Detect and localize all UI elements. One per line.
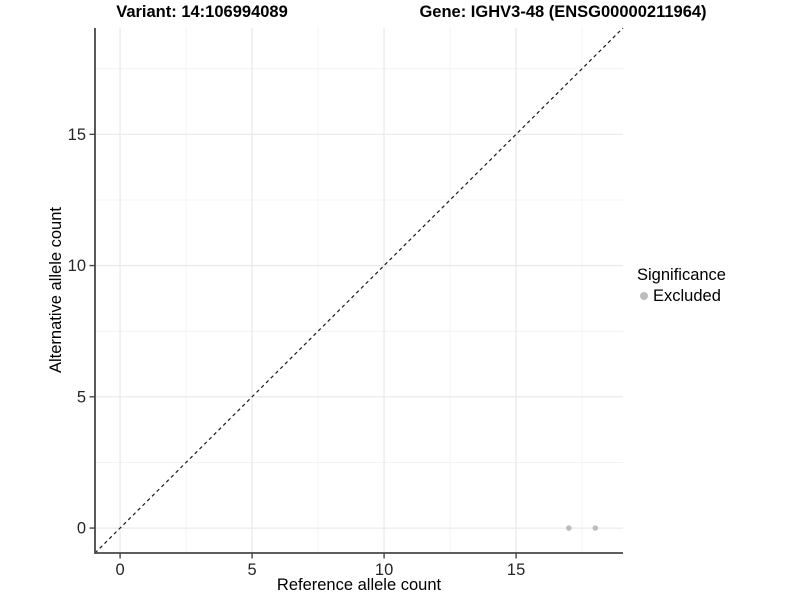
variant-title: Variant: 14:106994089 — [116, 3, 288, 21]
legend-title: Significance — [637, 266, 726, 284]
legend: Significance Excluded — [637, 265, 726, 305]
y-tick-label: 0 — [77, 520, 86, 538]
x-axis-title: Reference allele count — [276, 576, 442, 594]
y-tick-label: 15 — [68, 126, 86, 144]
x-tick-label: 0 — [115, 561, 124, 579]
data-point — [566, 525, 572, 531]
x-tick-label: 5 — [247, 561, 256, 579]
legend-dot-icon — [640, 292, 648, 300]
y-tick-label: 5 — [77, 388, 86, 406]
y-axis-title: Alternative allele count — [47, 207, 65, 374]
data-point — [592, 525, 599, 531]
legend-item-excluded: Excluded — [637, 287, 726, 305]
identity-line — [94, 27, 624, 554]
x-tick-label: 15 — [507, 561, 525, 579]
x-tick-label: 10 — [375, 561, 393, 579]
legend-item-label: Excluded — [653, 287, 721, 305]
gene-title: Gene: IGHV3-48 (ENSG00000211964) — [419, 3, 707, 21]
y-tick-label: 10 — [68, 257, 86, 275]
